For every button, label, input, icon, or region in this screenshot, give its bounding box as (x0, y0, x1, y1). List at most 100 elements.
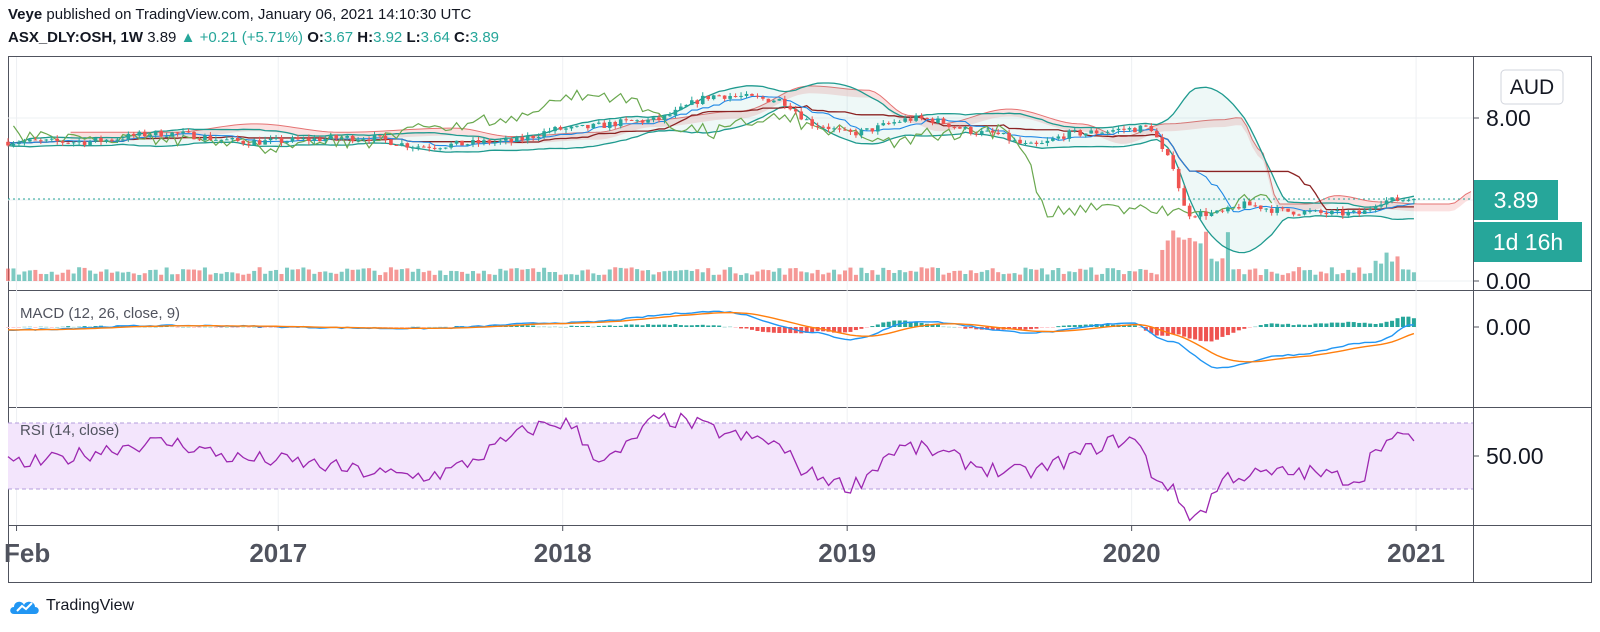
volume-bar-80 (443, 274, 448, 281)
candle-body-239 (1313, 210, 1318, 212)
macd-hist-13 (77, 326, 82, 328)
macd-hist-119 (656, 324, 661, 327)
volume-bar-199 (1094, 274, 1099, 281)
candle-body-245 (1346, 211, 1351, 216)
volume-bar-83 (460, 271, 465, 281)
candle-body-79 (438, 148, 442, 150)
rsi-band (8, 423, 1473, 489)
volume-bar-13 (77, 267, 82, 281)
volume-bar-45 (252, 270, 257, 281)
candle-body-144 (793, 109, 798, 112)
macd-hist-1 (11, 327, 16, 328)
macd-hist-45 (252, 326, 257, 328)
macd-hist-12 (71, 326, 76, 328)
candle-body-10 (60, 141, 65, 143)
candle-body-62 (345, 135, 349, 138)
candle-body-119 (657, 117, 661, 120)
candle-body-191 (1051, 138, 1055, 141)
macd-hist-228 (1253, 326, 1258, 328)
price-tick-8: 8.00 (1486, 105, 1531, 131)
volume-bar-184 (1012, 273, 1017, 281)
macd-hist-232 (1275, 323, 1280, 327)
macd-hist-43 (241, 326, 246, 328)
candle-body-179 (985, 130, 990, 132)
candle-body-161 (886, 123, 891, 125)
macd-hist-142 (782, 327, 787, 333)
candle-body-42 (235, 138, 240, 141)
legend-line: ASX_DLY:OSH, 1W 3.89 ▲ +0.21 (+5.71%) O:… (8, 29, 499, 46)
candle-body-235 (1291, 211, 1296, 215)
macd-hist-158 (870, 326, 875, 328)
candle-body-185 (1018, 139, 1022, 144)
candle-body-220 (1209, 212, 1214, 217)
volume-bar-126 (695, 269, 700, 281)
macd-hist-233 (1280, 324, 1285, 327)
macd-hist-138 (760, 327, 765, 332)
published-text: published on TradingView.com, January 06… (46, 6, 472, 23)
time-tick-1: 2017 (249, 538, 307, 568)
candle-body-76 (421, 146, 426, 148)
candle-body-202 (1111, 130, 1115, 132)
volume-bar-130 (717, 274, 722, 281)
macd-hist-143 (788, 327, 793, 334)
candle-body-238 (1308, 210, 1312, 212)
macd-hist-156 (859, 327, 864, 329)
macd-hist-5 (33, 327, 38, 328)
volume-bar-176 (968, 270, 973, 281)
candle-body-223 (1226, 207, 1230, 212)
candle-body-8 (49, 138, 54, 140)
macd-hist-185 (1018, 327, 1023, 331)
macd-hist-238 (1307, 324, 1312, 327)
volume-bar-166 (914, 271, 919, 281)
volume-bar-11 (66, 269, 71, 281)
candle-body-213 (1171, 155, 1176, 169)
volume-bar-72 (399, 269, 404, 281)
macd-hist-157 (864, 327, 869, 328)
candle-body-86 (476, 140, 481, 144)
volume-bar-100 (553, 272, 558, 281)
volume-bar-157 (864, 273, 869, 281)
candle-body-12 (71, 142, 76, 144)
candle-body-214 (1176, 168, 1181, 189)
currency-box[interactable] (1500, 69, 1564, 105)
volume-bar-53 (295, 269, 300, 281)
candle-body-50 (279, 137, 284, 143)
volume-bar-254 (1395, 256, 1400, 281)
volume-bar-236 (1297, 267, 1302, 281)
macd-hist-243 (1335, 322, 1340, 327)
candle-body-230 (1264, 208, 1269, 210)
time-tick-2: 2018 (534, 538, 592, 568)
volume-bar-230 (1264, 269, 1269, 281)
rsi-line (7, 412, 1415, 522)
volume-bar-61 (339, 271, 344, 281)
macd-hist-177 (974, 327, 979, 330)
volume-bar-96 (531, 268, 536, 281)
volume-bar-253 (1390, 261, 1395, 281)
volume-bar-112 (618, 267, 623, 281)
footer-brand[interactable]: TradingView (8, 596, 134, 616)
volume-bar-37 (208, 274, 213, 281)
macd-hist-101 (558, 326, 563, 328)
macd-hist-44 (246, 327, 251, 328)
candle-body-113 (624, 119, 628, 121)
candle-body-210 (1155, 131, 1159, 138)
volume-bar-116 (640, 270, 645, 281)
candle-body-137 (755, 95, 760, 97)
macd-title: MACD (12, 26, close, 9) (20, 305, 180, 322)
volume-bar-30 (170, 274, 175, 281)
volume-bar-62 (345, 268, 350, 281)
candle-body-135 (744, 93, 749, 96)
macd-hist-123 (678, 325, 683, 327)
candle-body-237 (1302, 210, 1307, 215)
macd-hist-220 (1209, 327, 1214, 342)
candle-body-94 (520, 137, 525, 141)
volume-bar-220 (1209, 258, 1214, 281)
candle-body-82 (454, 140, 459, 144)
time-axis[interactable]: Feb 2017 2018 2019 2020 2021 (4, 525, 1445, 568)
volume-bar-1 (11, 268, 16, 281)
candle-body-5 (33, 139, 38, 141)
candle-body-133 (733, 96, 738, 98)
volume-bar-109 (602, 274, 607, 281)
candle-body-91 (504, 138, 508, 141)
